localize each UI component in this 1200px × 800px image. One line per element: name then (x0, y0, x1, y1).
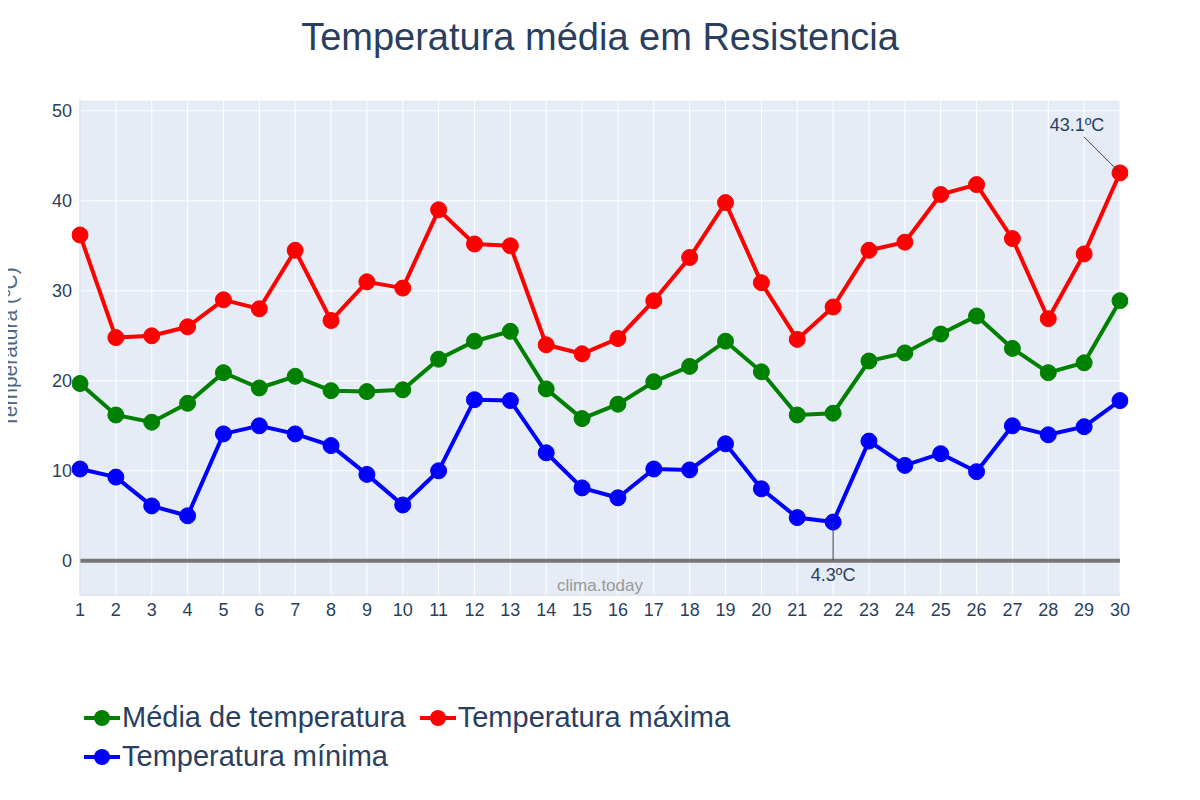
svg-text:21: 21 (787, 600, 807, 620)
svg-text:0: 0 (62, 551, 72, 571)
svg-text:27: 27 (1002, 600, 1022, 620)
svg-text:26: 26 (967, 600, 987, 620)
svg-text:30: 30 (1110, 600, 1130, 620)
svg-text:20: 20 (52, 371, 72, 391)
svg-text:29: 29 (1074, 600, 1094, 620)
svg-text:14: 14 (536, 600, 556, 620)
svg-text:4.3ºC: 4.3ºC (811, 565, 856, 585)
html-text:clima.today: clima.today (557, 576, 643, 595)
svg-text:9: 9 (362, 600, 372, 620)
svg-text:50: 50 (52, 101, 72, 121)
svg-text:8: 8 (326, 600, 336, 620)
svg-text:43.1ºC: 43.1ºC (1050, 115, 1105, 135)
svg-text:18: 18 (680, 600, 700, 620)
svg-text:7: 7 (290, 600, 300, 620)
svg-text:13: 13 (500, 600, 520, 620)
svg-text:3: 3 (147, 600, 157, 620)
svg-text:23: 23 (859, 600, 879, 620)
svg-text:17: 17 (644, 600, 664, 620)
svg-text:16: 16 (608, 600, 628, 620)
svg-text:22: 22 (823, 600, 843, 620)
html-text:Temperatura máxima: Temperatura máxima (457, 701, 731, 733)
svg-text:30: 30 (52, 281, 72, 301)
svg-text:40: 40 (52, 191, 72, 211)
svg-text:19: 19 (716, 600, 736, 620)
html-text:Temperatura mínima: Temperatura mínima (122, 740, 388, 772)
svg-text:10: 10 (393, 600, 413, 620)
svg-text:4: 4 (183, 600, 193, 620)
svg-text:25: 25 (931, 600, 951, 620)
svg-text:10: 10 (52, 461, 72, 481)
svg-text:1: 1 (75, 600, 85, 620)
svg-text:12: 12 (464, 600, 484, 620)
html-text:Temperatura média em Resistenc: Temperatura média em Resistencia (301, 16, 899, 58)
svg-text:2: 2 (111, 600, 121, 620)
html-text:Média de temperatura: Média de temperatura (122, 701, 406, 733)
svg-text:11: 11 (429, 600, 448, 620)
svg-text:20: 20 (751, 600, 771, 620)
svg-text:28: 28 (1038, 600, 1058, 620)
svg-text:15: 15 (572, 600, 592, 620)
svg-text:5: 5 (218, 600, 228, 620)
svg-text:Temperatura (ºC): Temperatura (ºC) (8, 267, 21, 428)
svg-text:6: 6 (254, 600, 264, 620)
svg-text:24: 24 (895, 600, 915, 620)
